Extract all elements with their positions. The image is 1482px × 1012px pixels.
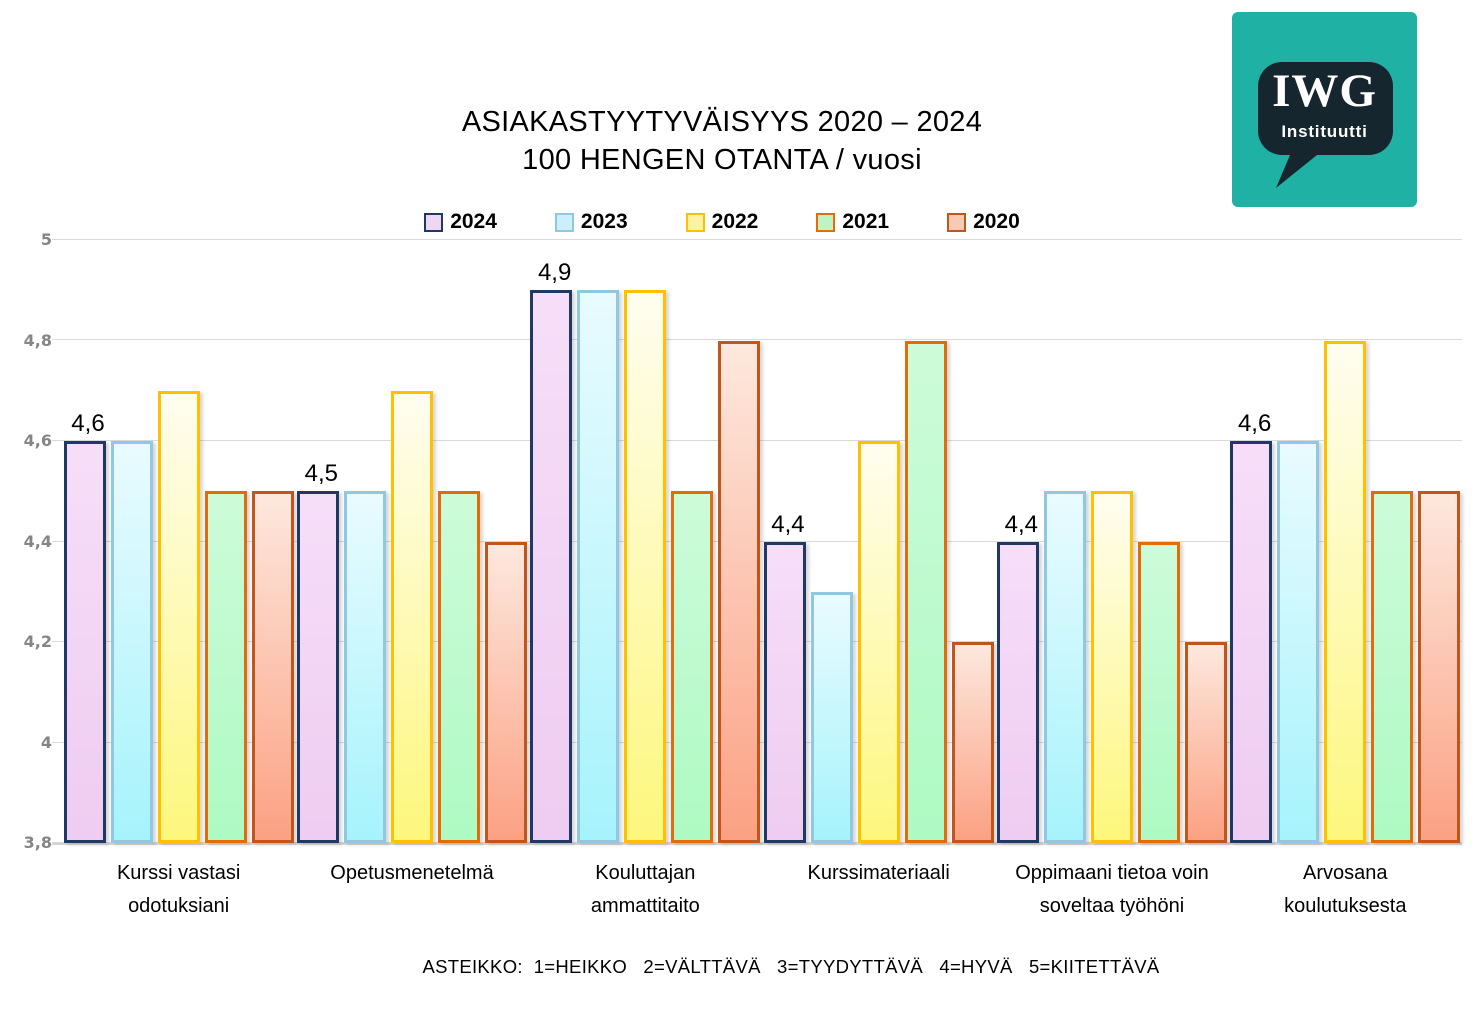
y-tick-label: 4 [40,732,52,752]
legend-swatch-icon [424,212,444,232]
legend-swatch-icon [947,212,967,232]
bar-2024: 4,4 [996,511,1039,843]
bar-value-label: 4,9 [537,259,572,287]
bar-2021 [1371,491,1414,843]
bar-2023 [110,441,153,843]
legend-item-2020: 2020 [947,210,1020,234]
legend-label: 2021 [842,210,890,233]
bar-2020 [1184,642,1227,843]
bar-2024: 4,9 [530,259,573,843]
grid-line [52,842,1462,845]
category-label: Oppimaani tietoa voin soveltaa työhöni [1015,862,1209,917]
y-axis: 5 4,8 4,6 4,4 4,2 4 3,8 [0,230,52,852]
legend-item-2024: 2024 [424,210,497,234]
bar-2021 [1137,541,1180,843]
logo-text: IWG [1272,65,1377,117]
legend-label: 2020 [973,210,1020,233]
bar-2021 [437,491,480,843]
grid-line [52,339,1462,341]
speech-bubble-icon [1258,62,1393,188]
bar-2020 [1418,491,1461,843]
bar-group: 4,9 [529,240,762,843]
logo-subtext: Instituutti [1281,122,1368,141]
bar-2020 [484,541,527,843]
bar-group: 4,4 [762,240,995,843]
bar-2024: 4,5 [296,460,339,843]
bar-value-label: 4,4 [771,510,805,538]
bar-2023 [810,591,853,843]
bar-2024: 4,4 [763,511,806,843]
bar-2022 [1090,491,1133,843]
bar-2020 [951,642,994,843]
bar-value-label: 4,5 [304,460,339,488]
bar-group: 4,6 [62,240,295,843]
bar-group: 4,5 [295,240,528,843]
legend-item-2023: 2023 [554,210,628,234]
bar-2022 [624,290,667,843]
y-tick-label: 4,2 [23,632,52,652]
bar-2022 [390,390,433,843]
iwg-logo: IWG Instituutti [1232,12,1417,207]
bar-2022 [157,390,200,843]
bar-group: 4,6 [1229,240,1462,843]
chart-title-line2: 100 HENGEN OTANTA / vuosi [522,144,922,176]
bar-groups: 4,6 4,5 4,9 4,4 4,4 4,6 [62,240,1462,843]
legend-label: 2023 [580,210,628,233]
bar-value-label: 4,6 [71,410,105,437]
bar-2024: 4,6 [63,410,106,843]
y-tick-label: 5 [40,230,52,250]
bar-2024: 4,6 [1230,410,1273,843]
category-label: Arvosana koulutuksesta [1284,862,1407,917]
y-tick-label: 4,4 [23,531,52,551]
bar-2021 [204,491,247,843]
y-tick-label: 4,8 [23,330,52,350]
legend-swatch-icon [816,212,836,232]
chart-title: ASIAKASTYYTYVÄISYYS 2020 – 2024 100 HENG… [0,103,1444,179]
bar-value-label: 4,6 [1237,410,1272,437]
y-tick-label: 4,6 [23,431,52,451]
legend-swatch-icon [685,212,705,232]
legend-label: 2022 [711,210,759,233]
bar-2021 [904,340,947,843]
legend-label: 2024 [450,210,497,233]
bar-2021 [671,491,714,843]
category-label: Kurssi vastasi odotuksiani [116,862,241,917]
plot-area: 4,6 4,5 4,9 4,4 4,4 4,6 [52,239,1462,845]
category-label: Kurssimateriaali [807,862,950,884]
bar-2023 [343,491,386,843]
legend: 2024 2023 2022 2021 2020 [0,210,1444,234]
bar-2023 [577,290,620,843]
bar-value-label: 4,4 [1004,510,1038,538]
bar-2023 [1277,441,1320,843]
category-axis: Kurssi vastasi odotuksiani Opetusmenetelm… [62,857,1462,923]
category-label: Opetusmenetelmä [330,862,494,884]
legend-swatch-icon [554,212,574,232]
category-label: Kouluttajan ammattitaito [590,862,700,917]
chart-title-line1: ASIAKASTYYTYVÄISYYS 2020 – 2024 [461,106,983,138]
bar-2022 [857,441,900,843]
grid-line [52,239,1462,240]
legend-item-2021: 2021 [816,210,889,234]
bar-group: 4,4 [995,240,1228,843]
scale-note: ASTEIKKO: 1=HEIKKO 2=VÄLTTÄVÄ 3=TYYDYTTÄ… [422,956,1160,977]
bar-2020 [251,491,294,843]
bar-2022 [1324,340,1367,843]
bar-2023 [1043,491,1086,843]
bar-2020 [718,340,761,843]
legend-item-2022: 2022 [685,210,759,234]
y-tick-label: 3,8 [23,833,52,853]
